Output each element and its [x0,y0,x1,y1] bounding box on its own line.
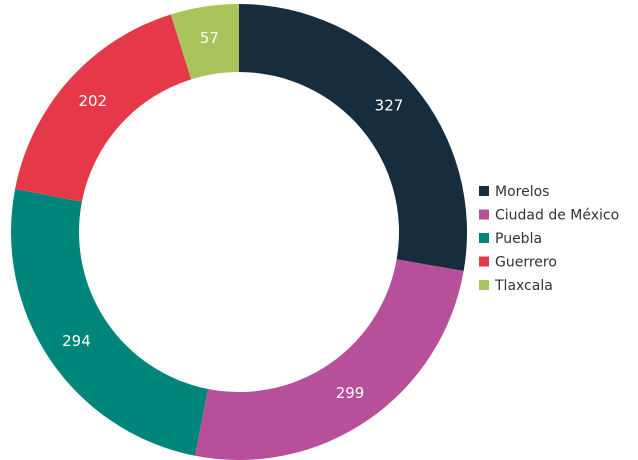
data-label: 327 [375,96,404,114]
legend-label: Puebla [495,231,542,247]
data-label: 202 [78,92,107,110]
legend-swatch [479,256,489,267]
donut-slice [170,4,239,80]
donut-slice [239,4,467,271]
donut-slice [15,14,192,202]
data-label: 57 [200,29,219,47]
legend-label: Guerrero [495,255,557,271]
legend-swatch [479,186,489,196]
data-label: 299 [336,384,365,402]
legend-label: Ciudad de México [495,208,619,224]
donut-slice [194,259,464,460]
legend-swatch [479,209,489,220]
donut-slice [10,188,209,456]
legend-swatch [479,280,489,290]
data-label: 294 [62,332,91,350]
legend-label: Morelos [495,184,549,200]
legend-label: Tlaxcala [494,278,553,294]
legend-swatch [479,233,489,243]
